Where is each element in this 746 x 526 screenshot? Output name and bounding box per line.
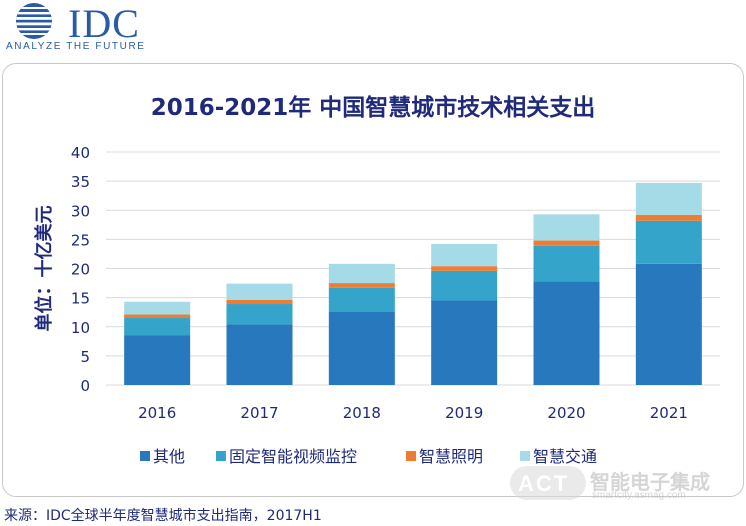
bar-segment [124, 318, 191, 336]
bar-segment [328, 283, 395, 288]
y-tick-label: 25 [71, 231, 90, 249]
bar-segment [124, 301, 191, 315]
y-axis-title: 单位：十亿美元 [33, 206, 55, 332]
bar-segment [124, 314, 191, 319]
bar-segment [635, 263, 702, 385]
legend-label: 智慧交通 [533, 447, 597, 466]
chart-title: 2016-2021年 中国智慧城市技术相关支出 [150, 95, 596, 121]
bar-segment [635, 220, 702, 264]
bar-segment [431, 244, 498, 267]
y-tick-label: 20 [71, 261, 90, 279]
x-tick-label: 2020 [547, 404, 585, 422]
watermark-mark: ACT [518, 471, 570, 496]
x-tick-label: 2017 [240, 404, 278, 422]
source-note: 来源：IDC全球半年度智慧城市支出指南，2017H1 [4, 508, 322, 524]
bar-segment [431, 266, 498, 271]
legend-swatch [216, 451, 226, 461]
bar-segment [431, 270, 498, 301]
bar-segment [328, 311, 395, 385]
bar-segment [226, 304, 293, 325]
bar-segment [226, 299, 293, 305]
y-tick-label: 10 [71, 319, 90, 337]
legend-label: 其他 [153, 447, 185, 466]
y-tick-label: 15 [71, 290, 90, 308]
y-tick-label: 40 [71, 144, 90, 162]
bar-segment [635, 182, 702, 215]
watermark-url: smartcity.asmag.com [592, 490, 686, 501]
legend-label: 固定智能视频监控 [229, 447, 357, 466]
legend-swatch [520, 451, 530, 461]
bar-segment [328, 287, 395, 312]
x-tick-label: 2016 [138, 404, 176, 422]
bar-segment [124, 335, 191, 385]
legend-swatch [140, 451, 150, 461]
x-tick-label: 2019 [445, 404, 483, 422]
bar-segment [328, 263, 395, 284]
stacked-bar-chart: 0 5 10 15 20 25 30 35 40 单位：十亿美元 2016 2017 2018 2019 2… [33, 144, 720, 466]
bar-segment [226, 283, 293, 300]
bar-segment [533, 245, 600, 282]
watermark-badge: ACT [510, 466, 586, 500]
bar-segment [533, 281, 600, 385]
y-tick-label: 0 [80, 377, 90, 395]
y-tick-label: 5 [80, 348, 90, 366]
globe-icon [16, 3, 52, 39]
y-tick-label: 30 [71, 202, 90, 220]
x-tick-label: 2021 [650, 404, 688, 422]
watermark: ACT 智能电子集成 smartcity.asmag.com [510, 464, 740, 504]
legend-label: 智慧照明 [419, 447, 483, 466]
bar-segment [635, 214, 702, 221]
logo-wordmark: IDC [68, 1, 140, 46]
x-tick-label: 2018 [343, 404, 381, 422]
bar-segment [533, 240, 600, 246]
bar-segment [533, 214, 600, 241]
idc-logo: IDC ANALYZE THE FUTURE [4, 2, 174, 54]
watermark-title: 智能电子集成 [590, 470, 710, 494]
logo-tagline: ANALYZE THE FUTURE [6, 41, 146, 52]
bar-segment [431, 300, 498, 385]
y-tick-label: 35 [71, 173, 90, 191]
bar-segment [226, 324, 293, 385]
legend-swatch [406, 451, 416, 461]
